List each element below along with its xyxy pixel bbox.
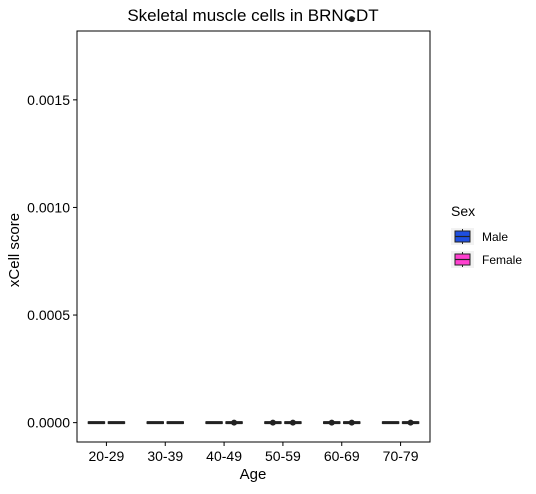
y-tick-label: 0.0005 [27, 307, 70, 323]
x-tick-label: 70-79 [383, 448, 419, 464]
legend-label: Male [482, 230, 508, 244]
outlier-point [348, 419, 355, 426]
chart-title: Skeletal muscle cells in BRNCDT [127, 6, 378, 25]
legend: Sex Male Female [451, 203, 522, 268]
legend-title: Sex [451, 203, 475, 219]
x-axis-label: Age [240, 466, 267, 483]
legend-items: Male Female [451, 228, 522, 268]
outlier-point [348, 16, 355, 23]
outlier-point [407, 419, 414, 426]
y-tick-label: 0.0010 [27, 199, 70, 215]
legend-label: Female [482, 253, 522, 267]
x-tick-label: 60-69 [324, 448, 360, 464]
plot-marks [87, 16, 420, 426]
y-tick-label: 0.0015 [27, 92, 70, 108]
x-tick-label: 40-49 [206, 448, 242, 464]
legend-item-male: Male [451, 228, 508, 245]
y-axis: 0.0000 0.0005 0.0010 0.0015 [27, 92, 77, 431]
outlier-point [289, 419, 296, 426]
outlier-point [231, 419, 238, 426]
y-axis-label: xCell score [6, 213, 23, 287]
x-axis: 20-29 30-39 40-49 50-59 60-69 70-79 [89, 442, 419, 464]
y-tick-label: 0.0000 [27, 415, 70, 431]
x-tick-label: 50-59 [265, 448, 301, 464]
outlier-point [269, 419, 276, 426]
outlier-point [328, 419, 335, 426]
x-tick-label: 30-39 [147, 448, 183, 464]
plot-panel [76, 30, 431, 443]
x-tick-label: 20-29 [89, 448, 125, 464]
legend-item-female: Female [451, 251, 522, 268]
